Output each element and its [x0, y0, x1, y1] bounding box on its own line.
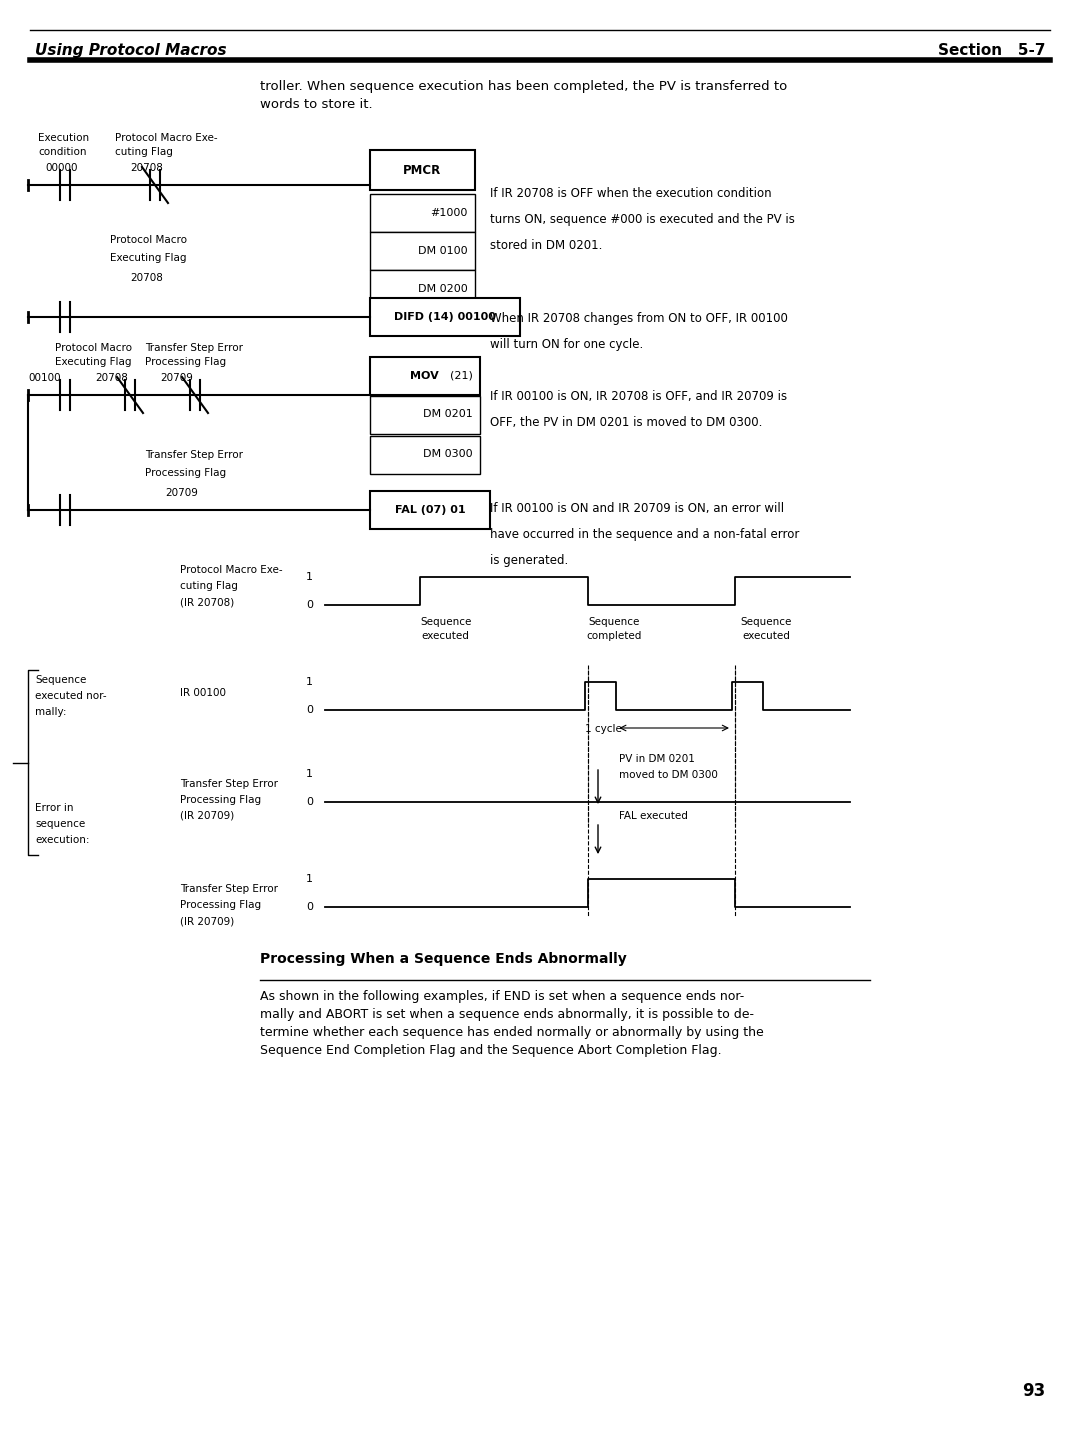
Text: 1: 1 [306, 769, 313, 779]
Bar [370, 396, 480, 433]
Text: #1000: #1000 [431, 208, 468, 218]
Text: DIFD (14) 00100: DIFD (14) 00100 [394, 311, 496, 321]
Text: cuting Flag: cuting Flag [180, 581, 238, 591]
Text: When IR 20708 changes from ON to OFF, IR 00100: When IR 20708 changes from ON to OFF, IR… [490, 311, 788, 324]
Text: executed nor-: executed nor- [35, 692, 107, 702]
Text: mally:: mally: [35, 707, 67, 718]
Text: Executing Flag: Executing Flag [55, 357, 132, 367]
Text: 20709: 20709 [160, 373, 193, 383]
Text: 20708: 20708 [130, 273, 163, 283]
Text: 1: 1 [306, 874, 313, 884]
Text: Transfer Step Error: Transfer Step Error [180, 884, 278, 894]
Text: stored in DM 0201.: stored in DM 0201. [490, 240, 603, 253]
Text: DM 0200: DM 0200 [418, 284, 468, 294]
Text: 00000: 00000 [45, 164, 78, 174]
Text: Sequence: Sequence [740, 617, 792, 627]
Text: Protocol Macro Exe-: Protocol Macro Exe- [180, 565, 283, 575]
Text: Processing Flag: Processing Flag [180, 900, 261, 910]
Text: DM 0100: DM 0100 [418, 245, 468, 255]
Text: cuting Flag: cuting Flag [114, 146, 173, 156]
Bar [370, 491, 490, 530]
Text: If IR 00100 is ON, IR 20708 is OFF, and IR 20709 is: If IR 00100 is ON, IR 20708 is OFF, and … [490, 390, 787, 403]
Text: 00100: 00100 [28, 373, 60, 383]
Text: MOV: MOV [410, 372, 438, 382]
Text: DM 0300: DM 0300 [423, 449, 473, 459]
Text: 0: 0 [306, 600, 313, 610]
Text: If IR 20708 is OFF when the execution condition: If IR 20708 is OFF when the execution co… [490, 187, 771, 199]
Text: Sequence: Sequence [35, 674, 86, 684]
Text: OFF, the PV in DM 0201 is moved to DM 0300.: OFF, the PV in DM 0201 is moved to DM 03… [490, 416, 762, 429]
Bar [370, 194, 475, 232]
Text: FAL (07) 01: FAL (07) 01 [394, 505, 465, 515]
Text: Protocol Macro: Protocol Macro [110, 235, 187, 245]
Text: 0: 0 [306, 705, 313, 715]
Text: 0: 0 [306, 903, 313, 913]
Text: have occurred in the sequence and a non-fatal error: have occurred in the sequence and a non-… [490, 528, 799, 541]
Text: completed: completed [586, 631, 642, 641]
Text: FAL executed: FAL executed [619, 811, 688, 821]
Text: Error in: Error in [35, 804, 73, 814]
Bar [370, 270, 475, 309]
Text: (IR 20709): (IR 20709) [180, 916, 234, 926]
Text: 20709: 20709 [165, 488, 198, 498]
Text: execution:: execution: [35, 835, 90, 845]
Text: Processing Flag: Processing Flag [145, 357, 226, 367]
Text: Sequence: Sequence [420, 617, 472, 627]
Text: If IR 00100 is ON and IR 20709 is ON, an error will: If IR 00100 is ON and IR 20709 is ON, an… [490, 502, 784, 515]
Text: PV in DM 0201: PV in DM 0201 [619, 753, 694, 763]
Text: 20708: 20708 [95, 373, 127, 383]
Text: 20708: 20708 [130, 164, 163, 174]
Text: 1 cycle: 1 cycle [584, 725, 622, 733]
Bar [370, 436, 480, 474]
Text: Protocol Macro Exe-: Protocol Macro Exe- [114, 133, 218, 144]
Text: DM 0201: DM 0201 [423, 409, 473, 419]
Text: As shown in the following examples, if END is set when a sequence ends nor-
mall: As shown in the following examples, if E… [260, 990, 764, 1058]
Text: condition: condition [38, 146, 86, 156]
Text: turns ON, sequence #000 is executed and the PV is: turns ON, sequence #000 is executed and … [490, 212, 795, 225]
Text: (21): (21) [450, 372, 473, 382]
Text: Using Protocol Macros: Using Protocol Macros [35, 43, 227, 57]
Text: 0: 0 [306, 796, 313, 806]
Text: executed: executed [422, 631, 470, 641]
Text: (IR 20709): (IR 20709) [180, 811, 234, 821]
Text: Section   5-7: Section 5-7 [937, 43, 1045, 57]
Text: Processing Flag: Processing Flag [180, 795, 261, 805]
Text: PMCR: PMCR [403, 164, 441, 177]
Text: 93: 93 [1022, 1382, 1045, 1401]
Text: Sequence: Sequence [589, 617, 639, 627]
Text: Processing Flag: Processing Flag [145, 468, 226, 478]
Text: sequence: sequence [35, 819, 85, 829]
Text: IR 00100: IR 00100 [180, 687, 226, 697]
Text: Transfer Step Error: Transfer Step Error [180, 779, 278, 789]
Text: 1: 1 [306, 677, 313, 687]
Text: Executing Flag: Executing Flag [110, 253, 187, 263]
Text: is generated.: is generated. [490, 554, 568, 567]
Text: moved to DM 0300: moved to DM 0300 [619, 771, 718, 781]
Bar [370, 232, 475, 270]
Bar [370, 298, 519, 336]
Text: will turn ON for one cycle.: will turn ON for one cycle. [490, 339, 644, 352]
Text: Processing When a Sequence Ends Abnormally: Processing When a Sequence Ends Abnormal… [260, 951, 626, 966]
Text: Protocol Macro: Protocol Macro [55, 343, 132, 353]
Text: troller. When sequence execution has been completed, the PV is transferred to
wo: troller. When sequence execution has bee… [260, 80, 787, 110]
Text: Transfer Step Error: Transfer Step Error [145, 343, 243, 353]
Text: Transfer Step Error: Transfer Step Error [145, 451, 243, 461]
Bar [370, 151, 475, 189]
Text: executed: executed [742, 631, 789, 641]
Text: Execution: Execution [38, 133, 90, 144]
Text: 1: 1 [306, 573, 313, 583]
Text: (IR 20708): (IR 20708) [180, 597, 234, 607]
Bar [370, 357, 480, 395]
